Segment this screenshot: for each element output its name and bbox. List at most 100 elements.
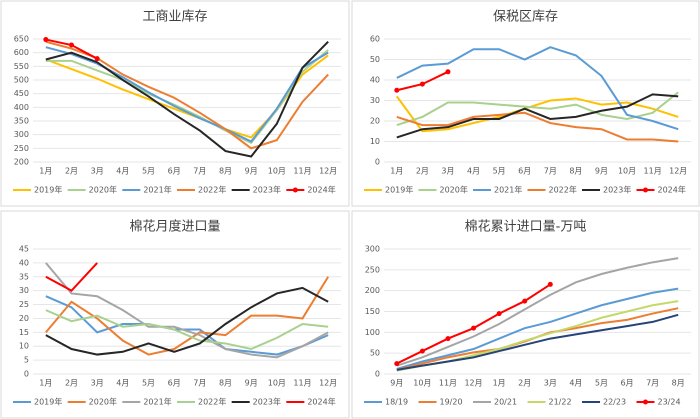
y-tick-label: 15 (19, 328, 29, 337)
series-line (396, 93, 679, 139)
x-tick-label: 1月 (493, 379, 506, 388)
legend-marker (643, 187, 648, 193)
legend-label: 2024年 (307, 397, 335, 407)
x-tick-label: 11月 (439, 379, 457, 388)
point (496, 311, 502, 317)
x-tick-label: 6月 (168, 379, 181, 388)
y-tick-label: 10 (370, 137, 380, 146)
chart-title: 棉花月度进口量 (129, 219, 220, 235)
y-tick-label: 25 (19, 300, 29, 309)
y-tick-label: 40 (370, 76, 380, 85)
x-tick-label: 7月 (646, 379, 659, 388)
y-tick-label: 50 (370, 55, 380, 64)
series-line (396, 46, 679, 131)
panel (351, 0, 700, 207)
point (394, 361, 400, 367)
y-tick-label: 550 (14, 62, 29, 71)
x-tick-label: 7月 (193, 167, 206, 176)
legend-label: 2019年 (385, 185, 413, 195)
x-tick-label: 7月 (544, 167, 557, 176)
y-tick-label: 60 (370, 35, 380, 44)
y-tick-label: 200 (365, 286, 380, 295)
x-tick-label: 2月 (65, 167, 78, 176)
legend-label: 23/24 (658, 398, 681, 407)
y-tick-label: 45 (19, 245, 29, 254)
series-line (45, 262, 329, 359)
y-tick-label: 400 (14, 103, 29, 112)
x-tick-label: 9月 (595, 167, 608, 176)
legend-marker (643, 399, 648, 405)
legend-marker (292, 187, 298, 193)
y-tick-label: 0 (375, 370, 380, 379)
series-line (45, 41, 329, 158)
panel (351, 210, 700, 419)
x-tick-label: 5月 (142, 379, 155, 388)
legend-label: 2022年 (549, 185, 577, 195)
y-tick-label: 100 (365, 328, 380, 337)
x-tick-label: 5月 (493, 167, 506, 176)
legend-label: 2020年 (89, 397, 117, 407)
series-line (45, 295, 329, 356)
legend-label: 2023年 (603, 185, 631, 195)
series-line (45, 262, 98, 292)
series-line (396, 111, 679, 143)
point (394, 87, 400, 93)
x-tick-label: 6月 (168, 167, 181, 176)
x-tick-label: 9月 (245, 167, 258, 176)
y-tick-label: 20 (370, 117, 380, 126)
x-tick-label: 4月 (569, 379, 582, 388)
y-tick-label: 600 (14, 48, 29, 57)
x-tick-label: 12月 (319, 167, 337, 176)
legend-label: 2019年 (34, 397, 62, 407)
x-tick-label: 10月 (268, 167, 286, 176)
legend-label: 2023年 (253, 185, 281, 195)
point (419, 81, 425, 87)
legend-label: 2023年 (253, 397, 281, 407)
y-tick-label: 450 (14, 89, 29, 98)
y-tick-label: 250 (365, 265, 380, 274)
y-tick-label: 350 (14, 117, 29, 126)
x-tick-label: 12月 (319, 379, 337, 388)
x-tick-label: 7月 (193, 379, 206, 388)
x-tick-label: 10月 (268, 379, 286, 388)
series-line (396, 91, 679, 127)
x-tick-label: 9月 (390, 379, 403, 388)
y-tick-label: 5 (24, 356, 29, 365)
legend-label: 22/23 (603, 398, 626, 407)
x-tick-label: 8月 (219, 379, 232, 388)
y-tick-label: 10 (19, 342, 29, 351)
legend-label: 2022年 (198, 397, 226, 407)
x-tick-label: 9月 (245, 379, 258, 388)
x-tick-label: 5月 (142, 167, 155, 176)
chart-title: 保税区库存 (493, 9, 558, 25)
x-tick-label: 1月 (39, 379, 52, 388)
x-tick-label: 2月 (416, 167, 429, 176)
x-tick-label: 4月 (116, 167, 129, 176)
point (43, 37, 49, 43)
y-tick-label: 30 (19, 286, 29, 295)
point (445, 336, 451, 342)
legend-label: 20/21 (494, 398, 517, 407)
series-line (396, 287, 679, 370)
series-line (396, 313, 679, 371)
x-tick-label: 3月 (544, 379, 557, 388)
y-tick-label: 200 (14, 158, 29, 167)
point (69, 42, 74, 48)
x-tick-label: 1月 (390, 167, 403, 176)
y-tick-label: 650 (14, 35, 29, 44)
x-tick-label: 8月 (569, 167, 582, 176)
x-tick-label: 12月 (669, 167, 687, 176)
y-tick-label: 40 (19, 258, 29, 267)
x-tick-label: 8月 (219, 167, 232, 176)
x-tick-label: 1月 (39, 167, 52, 176)
x-tick-label: 4月 (116, 379, 129, 388)
panel (0, 210, 350, 419)
chart-title: 工商业库存 (142, 9, 207, 25)
y-tick-label: 0 (24, 370, 29, 379)
legend-label: 2021年 (143, 185, 171, 195)
y-tick-label: 20 (19, 314, 29, 323)
legend-label: 2024年 (658, 185, 686, 195)
y-tick-label: 50 (370, 349, 380, 358)
legend-label: 2019年 (34, 185, 62, 195)
